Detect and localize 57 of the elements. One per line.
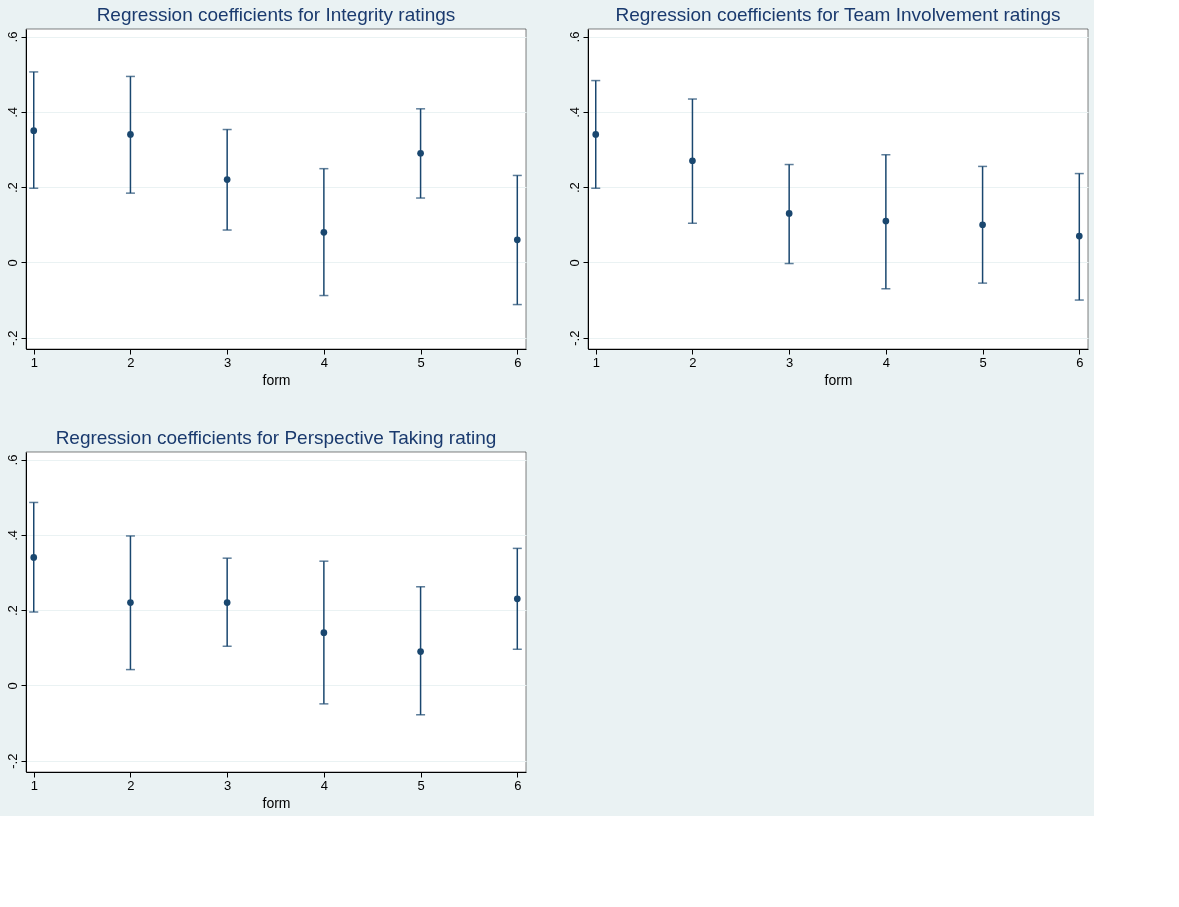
x-axis-title: form: [824, 371, 853, 388]
chart-title: Regression coefficients for Team Involvement ratings: [615, 4, 1061, 25]
x-tick-label: 5: [417, 354, 425, 370]
chart-title: Regression coefficients for Integrity ratings: [96, 4, 456, 25]
point: [1075, 232, 1083, 240]
y-tick-label: .4: [4, 529, 20, 541]
x-tick-label: 6: [1076, 354, 1084, 370]
y-tick-label: -.2: [4, 330, 20, 346]
x-tick-label: 1: [30, 354, 38, 370]
y-tick-label: .4: [4, 106, 20, 118]
x-tick-label: 2: [127, 354, 135, 370]
x-tick-label: 2: [127, 777, 135, 793]
y-tick-label: .6: [4, 454, 20, 466]
point: [30, 554, 38, 561]
point: [592, 131, 600, 138]
y-tick-label: -.2: [566, 330, 582, 346]
point: [417, 149, 424, 157]
point: [882, 217, 890, 225]
y-tick-label: .2: [566, 182, 582, 194]
point: [223, 176, 231, 183]
x-tick-label: 2: [689, 354, 697, 370]
point: [320, 629, 328, 637]
x-tick-label: 4: [882, 354, 890, 370]
y-tick-label: .6: [566, 31, 582, 43]
y-tick-label: 0: [4, 682, 20, 690]
x-tick-label: 4: [320, 777, 328, 793]
y-tick-label: 0: [566, 259, 582, 267]
y-tick-label: .6: [4, 31, 20, 43]
x-axis-title: form: [262, 371, 291, 388]
point: [979, 221, 986, 229]
y-tick-label: .2: [4, 182, 20, 194]
y-tick-label: .4: [566, 106, 582, 118]
point: [127, 599, 134, 606]
y-tick-label: -.2: [4, 753, 20, 769]
chart-title: Regression coefficients for Perspective Taking rating: [55, 427, 497, 448]
x-tick-label: 3: [786, 354, 794, 370]
point: [417, 648, 424, 655]
point: [689, 157, 696, 165]
y-tick-label: 0: [4, 259, 20, 267]
y-tick-label: .2: [4, 605, 20, 617]
point: [127, 131, 134, 138]
x-tick-label: 3: [224, 354, 232, 370]
point: [320, 228, 328, 236]
point: [30, 127, 38, 134]
point: [223, 599, 231, 606]
x-tick-label: 1: [30, 777, 38, 793]
x-tick-label: 6: [514, 777, 522, 793]
point: [513, 236, 521, 244]
x-tick-label: 5: [979, 354, 987, 370]
x-tick-label: 3: [224, 777, 232, 793]
x-tick-label: 6: [514, 354, 522, 370]
point: [513, 595, 521, 603]
point: [785, 210, 793, 217]
x-tick-label: 4: [320, 354, 328, 370]
x-tick-label: 1: [592, 354, 600, 370]
x-axis-title: form: [262, 794, 291, 811]
x-tick-label: 5: [417, 777, 425, 793]
